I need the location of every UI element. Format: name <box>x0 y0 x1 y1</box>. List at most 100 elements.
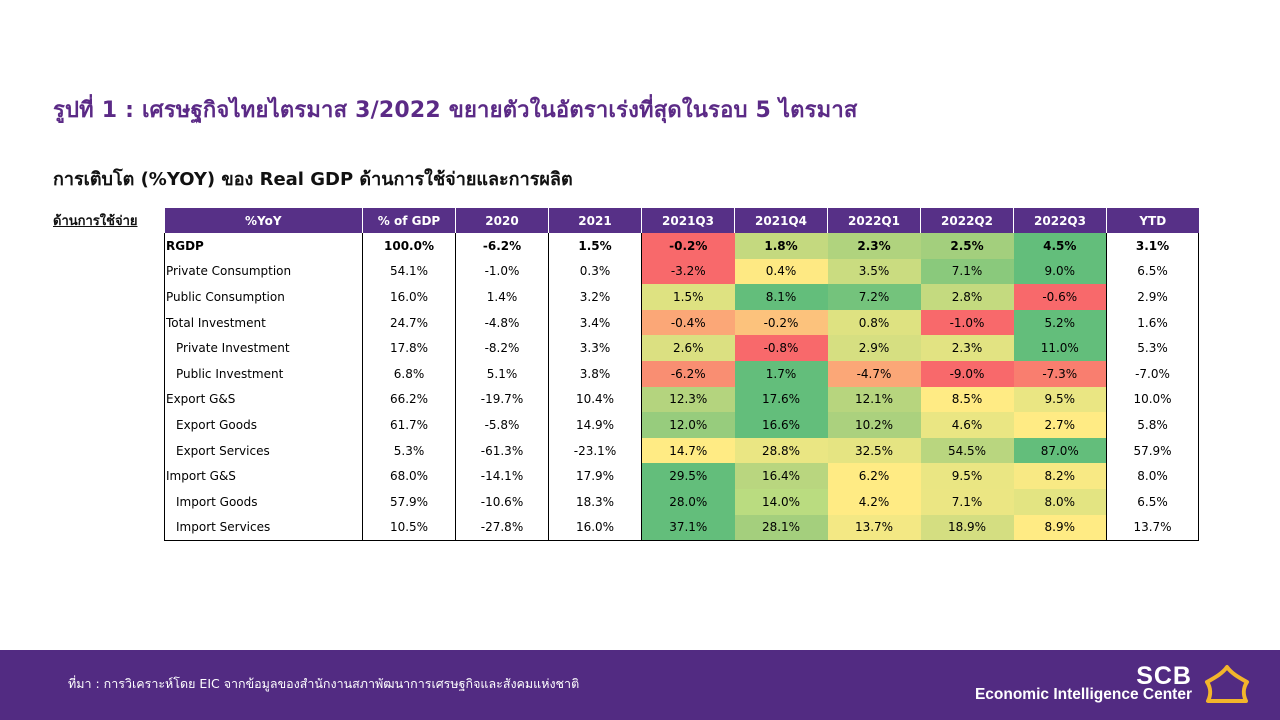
row-label: Public Consumption <box>164 284 363 310</box>
table-cell: 8.9% <box>1013 514 1107 542</box>
table-cell: 9.5% <box>1013 386 1107 413</box>
table-row: Public Consumption 16.0% 1.4% 3.2% 1.5% 8.1% 7… <box>164 284 1199 310</box>
table-row: Public Investment 6.8% 5.1% 3.8% -6.2% 1.7% -4… <box>164 360 1199 387</box>
row-label: RGDP <box>164 233 363 259</box>
table-cell: 1.8% <box>734 233 828 259</box>
column-header: 2021Q3 <box>641 208 735 233</box>
source-note: ที่มา : การวิเคราะห์โดย EIC จากข้อมูลของ… <box>68 676 580 691</box>
table-cell: 7.1% <box>920 258 1014 285</box>
table-cell: 3.8% <box>548 360 642 387</box>
table-row: Import Goods 57.9% -10.6% 18.3% 28.0% 14.0% 4.… <box>164 488 1199 515</box>
table-cell: -0.4% <box>641 309 735 336</box>
table-cell: 1.5% <box>641 284 735 310</box>
table-cell: 7.1% <box>920 488 1014 515</box>
table-cell: 5.3% <box>362 437 456 464</box>
table-cell: 11.0% <box>1013 335 1107 361</box>
table-cell: 18.9% <box>920 514 1014 542</box>
table-cell: -4.7% <box>827 360 921 387</box>
table-cell: 10.5% <box>362 514 456 542</box>
table-cell: 13.7% <box>1106 514 1199 542</box>
table-cell: 29.5% <box>641 463 735 489</box>
table-cell: -27.8% <box>455 514 549 542</box>
column-header: %YoY <box>164 208 363 233</box>
table-cell: 28.1% <box>734 514 828 542</box>
table-cell: 1.5% <box>548 233 642 259</box>
table-row: Import G&S 68.0% -14.1% 17.9% 29.5% 16.4% 6.2%… <box>164 463 1199 489</box>
table-row: Import Services 10.5% -27.8% 16.0% 37.1% 28.1… <box>164 514 1199 542</box>
table-cell: -3.2% <box>641 258 735 285</box>
table-cell: 57.9% <box>1106 437 1199 464</box>
column-header: YTD <box>1106 208 1199 233</box>
table-cell: 3.2% <box>548 284 642 310</box>
table-cell: 2.8% <box>920 284 1014 310</box>
table-cell: 2.9% <box>827 335 921 361</box>
table-cell: 5.8% <box>1106 412 1199 438</box>
table-cell: 4.5% <box>1013 233 1107 259</box>
table-cell: 6.8% <box>362 360 456 387</box>
table-cell: 18.3% <box>548 488 642 515</box>
table-cell: 5.2% <box>1013 309 1107 336</box>
table-cell: 14.0% <box>734 488 828 515</box>
table-row: Export Services 5.3% -61.3% -23.1% 14.7% 28.8… <box>164 437 1199 464</box>
row-label: Public Investment <box>164 360 363 387</box>
table-cell: 54.1% <box>362 258 456 285</box>
table-cell: 14.9% <box>548 412 642 438</box>
table-cell: 10.0% <box>1106 386 1199 413</box>
table-cell: 61.7% <box>362 412 456 438</box>
table-row: Export Goods 61.7% -5.8% 14.9% 12.0% 16.6% 10.… <box>164 412 1199 438</box>
table-cell: 16.0% <box>548 514 642 542</box>
table-row: Private Consumption 54.1% -1.0% 0.3% -3.2% 0.… <box>164 258 1199 285</box>
row-label: Export G&S <box>164 386 363 413</box>
table-cell: 2.6% <box>641 335 735 361</box>
table-cell: 24.7% <box>362 309 456 336</box>
table-cell: -5.8% <box>455 412 549 438</box>
table-cell: 8.0% <box>1013 488 1107 515</box>
table-row: RGDP 100.0% -6.2% 1.5% -0.2% 1.8% 2.3% 2.5% 4.5%… <box>164 233 1199 259</box>
table-cell: 6.5% <box>1106 488 1199 515</box>
table-cell: 14.7% <box>641 437 735 464</box>
table-cell: 2.9% <box>1106 284 1199 310</box>
row-label: Import Services <box>164 514 363 542</box>
column-header: 2020 <box>455 208 549 233</box>
table-cell: 8.5% <box>920 386 1014 413</box>
row-label: Import Goods <box>164 488 363 515</box>
table-row: Private Investment 17.8% -8.2% 3.3% 2.6% -0.8… <box>164 335 1199 361</box>
table-header-row: %YoY % of GDP 2020 2021 2021Q3 2021Q4 20… <box>164 208 1199 233</box>
table-body: RGDP 100.0% -6.2% 1.5% -0.2% 1.8% 2.3% 2.5% 4.5%… <box>164 233 1199 542</box>
table-cell: 57.9% <box>362 488 456 515</box>
table-cell: 2.3% <box>920 335 1014 361</box>
table-cell: 12.0% <box>641 412 735 438</box>
page-title: รูปที่ 1 : เศรษฐกิจไทยไตรมาส 3/2022 ขยาย… <box>53 98 858 123</box>
table-cell: -8.2% <box>455 335 549 361</box>
table-cell: 9.5% <box>920 463 1014 489</box>
table-cell: -19.7% <box>455 386 549 413</box>
table-cell: 16.4% <box>734 463 828 489</box>
table-cell: -14.1% <box>455 463 549 489</box>
table-cell: 68.0% <box>362 463 456 489</box>
footer-bar: ที่มา : การวิเคราะห์โดย EIC จากข้อมูลของ… <box>0 650 1280 720</box>
table-cell: -6.2% <box>641 360 735 387</box>
table-row: Export G&S 66.2% -19.7% 10.4% 12.3% 17.6% 12.1… <box>164 386 1199 413</box>
table-row: Total Investment 24.7% -4.8% 3.4% -0.4% -0.2%… <box>164 309 1199 336</box>
table-cell: 8.1% <box>734 284 828 310</box>
column-header: % of GDP <box>362 208 456 233</box>
table-cell: 8.0% <box>1106 463 1199 489</box>
table-cell: 28.0% <box>641 488 735 515</box>
table-cell: 3.1% <box>1106 233 1199 259</box>
table-cell: 0.8% <box>827 309 921 336</box>
table-cell: -10.6% <box>455 488 549 515</box>
table-cell: 9.0% <box>1013 258 1107 285</box>
table-cell: 28.8% <box>734 437 828 464</box>
table-cell: 10.4% <box>548 386 642 413</box>
table-cell: 16.0% <box>362 284 456 310</box>
table-cell: 66.2% <box>362 386 456 413</box>
row-label: Private Consumption <box>164 258 363 285</box>
table-cell: 6.2% <box>827 463 921 489</box>
table-cell: 54.5% <box>920 437 1014 464</box>
table-cell: 12.3% <box>641 386 735 413</box>
column-header: 2022Q2 <box>920 208 1014 233</box>
table-cell: -0.2% <box>734 309 828 336</box>
brand-subtitle: Economic Intelligence Center <box>974 686 1192 703</box>
table-cell: -1.0% <box>455 258 549 285</box>
table-cell: 87.0% <box>1013 437 1107 464</box>
